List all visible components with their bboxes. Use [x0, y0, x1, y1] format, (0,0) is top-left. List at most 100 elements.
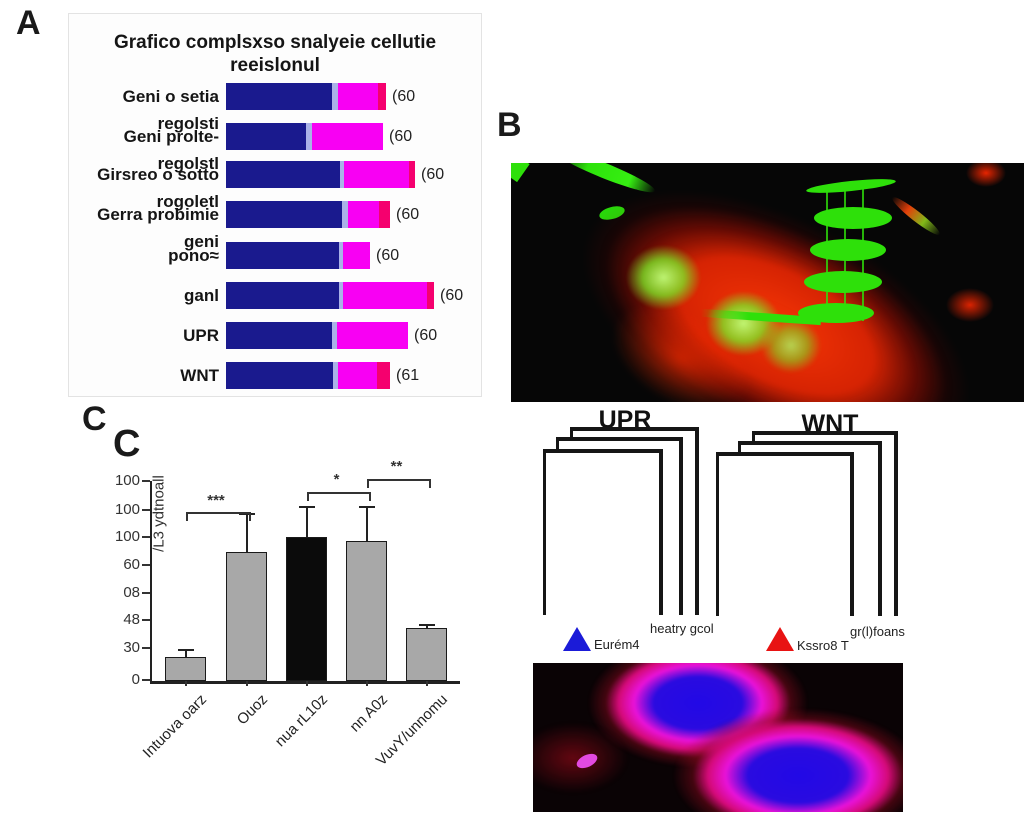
- panel-a-row: Geni o setia regolsti (60: [69, 83, 481, 133]
- upr-page-front: [543, 449, 663, 615]
- x-axis-tick: [184, 681, 187, 686]
- ladder-ellipse-1: [814, 207, 892, 229]
- panel-a-value-label: (60: [376, 247, 400, 264]
- panel-a-title: Grafico complsxso snalyeie cellutie reei…: [69, 31, 481, 77]
- error-bar: [365, 506, 368, 541]
- panel-c-bar: [346, 541, 387, 681]
- panel-a-row: pono≈ (60: [69, 242, 481, 269]
- panel-a-row-label: pono≈: [168, 246, 219, 265]
- legend-red-note: gr(l)foans: [850, 624, 905, 639]
- pink-tip-segment: [409, 161, 415, 188]
- y-axis-tick-label: 60: [123, 556, 140, 573]
- wnt-page-front: [716, 452, 854, 616]
- navy-segment: [226, 282, 339, 309]
- pink-tip-segment: [378, 83, 386, 110]
- green-sliver: [511, 163, 530, 183]
- panel-a-rows: Geni o setia regolsti (60 Geni prolte-rego…: [69, 14, 481, 396]
- lavender-segment: [340, 161, 344, 188]
- panel-a-row-label: Geni o setia regolsti: [122, 87, 219, 133]
- y-axis-tick: [142, 619, 150, 621]
- green-nucleus-3: [761, 318, 821, 373]
- x-axis-tick: [365, 681, 368, 686]
- stacked-bar: [226, 123, 383, 150]
- legend-blue-note: heatry gcol: [650, 621, 714, 636]
- panel-a-row-label: WNT: [180, 366, 219, 385]
- lavender-segment: [332, 322, 337, 349]
- significance-bracket: [306, 492, 371, 501]
- panel-a-value-label: (60: [396, 206, 420, 223]
- y-axis-tick: [142, 647, 150, 649]
- y-axis-tick: [142, 509, 150, 511]
- lavender-segment: [332, 83, 338, 110]
- red-green-streak: [889, 193, 943, 239]
- navy-segment: [226, 242, 339, 269]
- magenta-segment: [338, 362, 377, 389]
- panel-a-value-label: (60: [392, 88, 416, 105]
- x-axis-label: Intuova oarz: [139, 691, 210, 762]
- panel-a-letter: A: [16, 4, 41, 42]
- error-bar: [305, 506, 308, 537]
- error-bar: [245, 513, 248, 553]
- red-speck-1: [966, 163, 1006, 187]
- y-axis-tick: [142, 536, 150, 538]
- x-axis-label: nua rL10z: [271, 691, 331, 751]
- navy-segment: [226, 362, 333, 389]
- red-speck-2: [946, 288, 994, 322]
- stacked-bar: [226, 161, 415, 188]
- significance-stars: **: [390, 458, 403, 475]
- y-axis-tick-label: 100: [114, 528, 140, 545]
- pink-tip-segment: [379, 201, 390, 228]
- magenta-segment: [344, 161, 409, 188]
- navy-segment: [226, 83, 332, 110]
- panel-a-row: ganl (60: [69, 282, 481, 309]
- navy-segment: [226, 322, 332, 349]
- significance-bracket: [366, 479, 431, 488]
- green-nucleus-1: [626, 245, 701, 310]
- panel-a-row: Geni prolte-regolstl (60: [69, 123, 481, 173]
- x-axis-label: VuvY/unnomu: [372, 691, 451, 770]
- error-bar-cap: [298, 505, 315, 508]
- ladder-rail-3: [862, 186, 864, 321]
- x-axis-label: nn A0z: [346, 691, 391, 736]
- ladder-rail-1: [826, 186, 828, 321]
- significance-stars: ***: [207, 492, 225, 509]
- y-axis-tick-label: 30: [123, 639, 140, 656]
- red-triangle-icon: [766, 627, 794, 651]
- panel-a-title-line2: reeislonul: [230, 55, 320, 76]
- panel-a-row: UPR (60: [69, 322, 481, 349]
- panel-a-value-label: (60: [389, 128, 413, 145]
- significance-bracket: [185, 512, 251, 521]
- stacked-bar: [226, 362, 390, 389]
- x-axis-tick: [245, 681, 248, 686]
- magenta-segment: [338, 83, 378, 110]
- panel-a-row-label: UPR: [183, 326, 219, 345]
- panel-b-letter: B: [497, 106, 522, 144]
- ladder-rail-2: [844, 186, 846, 321]
- fluorescence-image-b: [511, 163, 1024, 402]
- panel-a-value-label: (60: [421, 166, 445, 183]
- panel-a-row: Girsreo o sotto rogoletl (60: [69, 161, 481, 211]
- lavender-segment: [306, 123, 312, 150]
- blue-triangle-icon: [563, 627, 591, 651]
- ladder-top-streak: [805, 176, 897, 196]
- x-axis-label: Ouoz: [233, 691, 271, 729]
- y-axis-tick-label: 48: [123, 611, 140, 628]
- pink-tip-segment: [377, 362, 390, 389]
- magenta-segment: [343, 282, 427, 309]
- panel-c-bar: [406, 628, 447, 681]
- panel-a-row-label: Girsreo o sotto rogoletl: [97, 165, 219, 211]
- y-axis-tick-label: 0: [131, 671, 140, 688]
- legend-red-label: Kssro8 T: [797, 638, 849, 653]
- stacked-bar: [226, 242, 370, 269]
- magenta-segment: [348, 201, 379, 228]
- panel-a-row: WNT (61: [69, 362, 481, 389]
- panel-c-bar: [226, 552, 267, 681]
- panel-c-bar: [286, 536, 327, 681]
- panel-a-row-label: ganl: [184, 286, 219, 305]
- y-axis-tick-label: 100: [114, 501, 140, 518]
- y-axis-tick: [142, 480, 150, 482]
- lavender-segment: [339, 282, 343, 309]
- panel-a-value-label: (61: [396, 367, 420, 384]
- navy-segment: [226, 161, 340, 188]
- pink-tip-segment: [427, 282, 434, 309]
